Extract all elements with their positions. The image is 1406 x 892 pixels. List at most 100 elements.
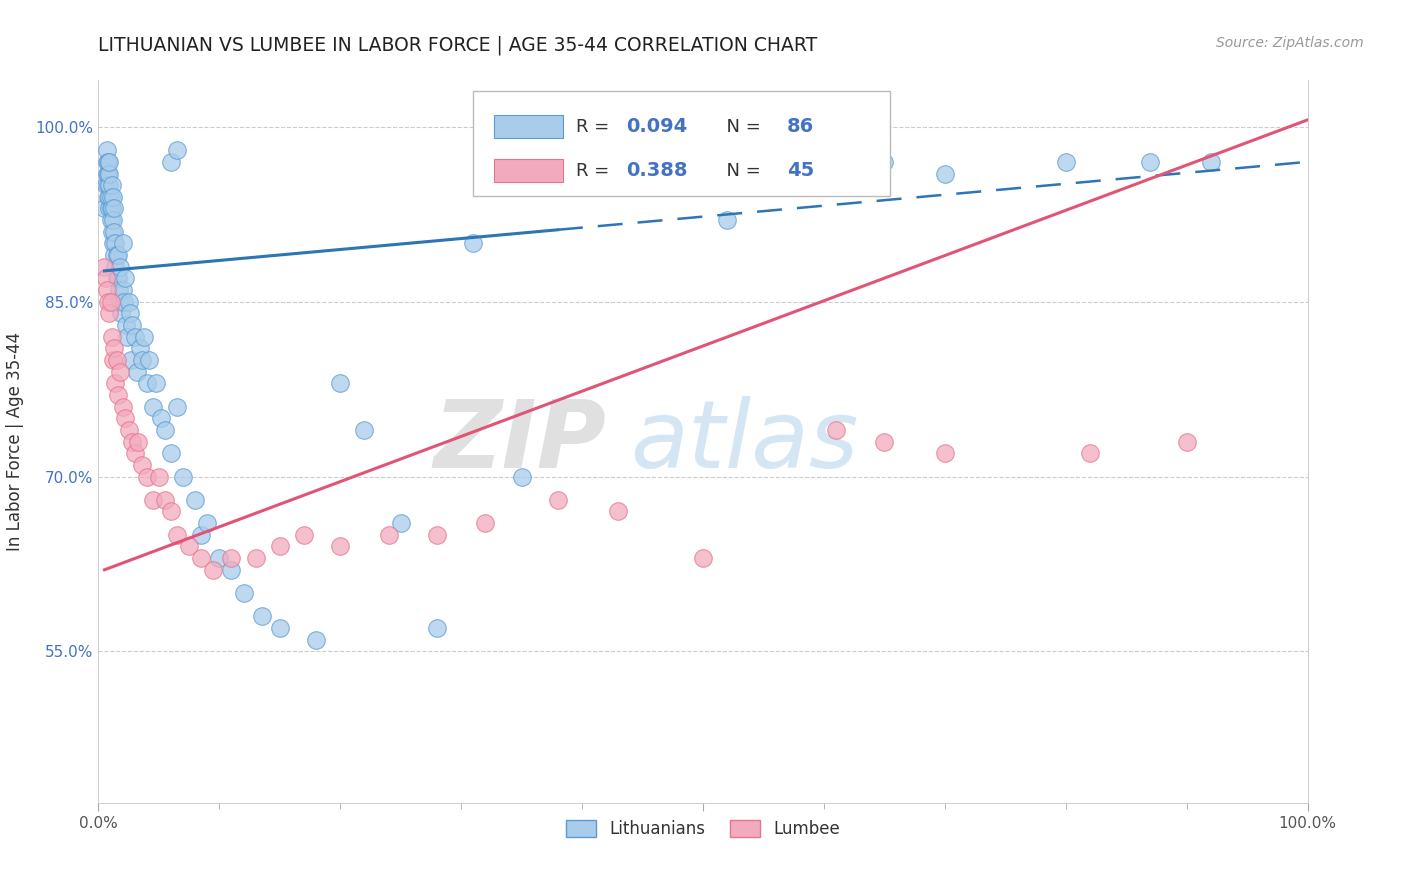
Point bbox=[98, 202, 121, 216]
Point bbox=[118, 294, 141, 309]
Text: LITHUANIAN VS LUMBEE IN LABOR FORCE | AGE 35-44 CORRELATION CHART: LITHUANIAN VS LUMBEE IN LABOR FORCE | AG… bbox=[98, 36, 818, 55]
Point bbox=[100, 202, 122, 216]
Point bbox=[108, 283, 131, 297]
Point bbox=[142, 492, 165, 507]
Point bbox=[127, 365, 149, 379]
Point bbox=[292, 528, 315, 542]
Point bbox=[100, 329, 122, 343]
Point bbox=[98, 190, 121, 204]
Point bbox=[100, 202, 122, 216]
Point bbox=[510, 469, 533, 483]
Point bbox=[93, 260, 115, 274]
Point bbox=[135, 469, 157, 483]
Point bbox=[114, 411, 136, 425]
Point bbox=[166, 143, 188, 157]
Point bbox=[208, 551, 231, 566]
Point bbox=[105, 248, 128, 262]
Point bbox=[101, 236, 124, 251]
Point bbox=[108, 260, 131, 274]
Point bbox=[100, 225, 122, 239]
Point bbox=[105, 353, 128, 368]
Point bbox=[124, 446, 146, 460]
Point bbox=[221, 563, 243, 577]
Y-axis label: In Labor Force | Age 35-44: In Labor Force | Age 35-44 bbox=[7, 332, 24, 551]
Point bbox=[221, 551, 243, 566]
Point bbox=[160, 154, 183, 169]
Point bbox=[108, 294, 131, 309]
FancyBboxPatch shape bbox=[494, 160, 564, 182]
Point bbox=[97, 190, 120, 204]
Point bbox=[101, 353, 124, 368]
Point bbox=[111, 236, 134, 251]
Point bbox=[96, 167, 118, 181]
Point bbox=[716, 213, 738, 227]
Point bbox=[813, 154, 835, 169]
Point bbox=[184, 492, 207, 507]
Text: R =: R = bbox=[575, 118, 614, 136]
Point bbox=[160, 446, 183, 460]
Point bbox=[607, 504, 630, 518]
Point bbox=[474, 516, 496, 530]
Point bbox=[100, 190, 122, 204]
Point bbox=[547, 492, 569, 507]
Point bbox=[269, 621, 291, 635]
Point bbox=[179, 540, 201, 554]
Point bbox=[96, 283, 118, 297]
Point bbox=[100, 294, 122, 309]
Point bbox=[142, 400, 165, 414]
Point bbox=[131, 353, 153, 368]
Text: atlas: atlas bbox=[630, 396, 859, 487]
Legend: Lithuanians, Lumbee: Lithuanians, Lumbee bbox=[560, 814, 846, 845]
Point bbox=[114, 271, 136, 285]
Point bbox=[131, 458, 153, 472]
Point bbox=[111, 400, 134, 414]
Point bbox=[107, 271, 129, 285]
Point bbox=[104, 260, 127, 274]
Point bbox=[121, 434, 143, 449]
Point bbox=[329, 540, 352, 554]
Point bbox=[107, 388, 129, 402]
Point bbox=[101, 190, 124, 204]
Point bbox=[100, 213, 122, 227]
Point bbox=[120, 353, 142, 368]
Text: 0.094: 0.094 bbox=[626, 118, 688, 136]
Point bbox=[160, 504, 183, 518]
Point bbox=[145, 376, 167, 391]
Point bbox=[103, 225, 125, 239]
Point bbox=[250, 609, 273, 624]
Point bbox=[118, 423, 141, 437]
Point bbox=[112, 294, 135, 309]
Point bbox=[1175, 434, 1198, 449]
Point bbox=[1139, 154, 1161, 169]
Point bbox=[1054, 154, 1077, 169]
Point bbox=[692, 551, 714, 566]
Point bbox=[1078, 446, 1101, 460]
Point bbox=[94, 271, 117, 285]
Point bbox=[353, 423, 375, 437]
Point bbox=[103, 341, 125, 355]
Point bbox=[96, 154, 118, 169]
Point bbox=[96, 143, 118, 157]
Point bbox=[934, 167, 956, 181]
Point bbox=[117, 329, 139, 343]
Point bbox=[692, 154, 714, 169]
Point bbox=[98, 306, 121, 320]
Point bbox=[104, 236, 127, 251]
Point bbox=[389, 516, 412, 530]
Point bbox=[93, 202, 115, 216]
Point bbox=[115, 318, 138, 332]
Text: Source: ZipAtlas.com: Source: ZipAtlas.com bbox=[1216, 36, 1364, 50]
Point bbox=[118, 306, 141, 320]
Point bbox=[138, 353, 160, 368]
FancyBboxPatch shape bbox=[474, 91, 890, 196]
Point bbox=[166, 400, 188, 414]
Point bbox=[148, 469, 170, 483]
Point bbox=[128, 341, 150, 355]
Point bbox=[111, 283, 134, 297]
Point bbox=[103, 248, 125, 262]
Text: 45: 45 bbox=[787, 161, 814, 180]
Point bbox=[269, 540, 291, 554]
Point bbox=[98, 178, 121, 193]
Point bbox=[121, 318, 143, 332]
Text: 0.388: 0.388 bbox=[626, 161, 688, 180]
